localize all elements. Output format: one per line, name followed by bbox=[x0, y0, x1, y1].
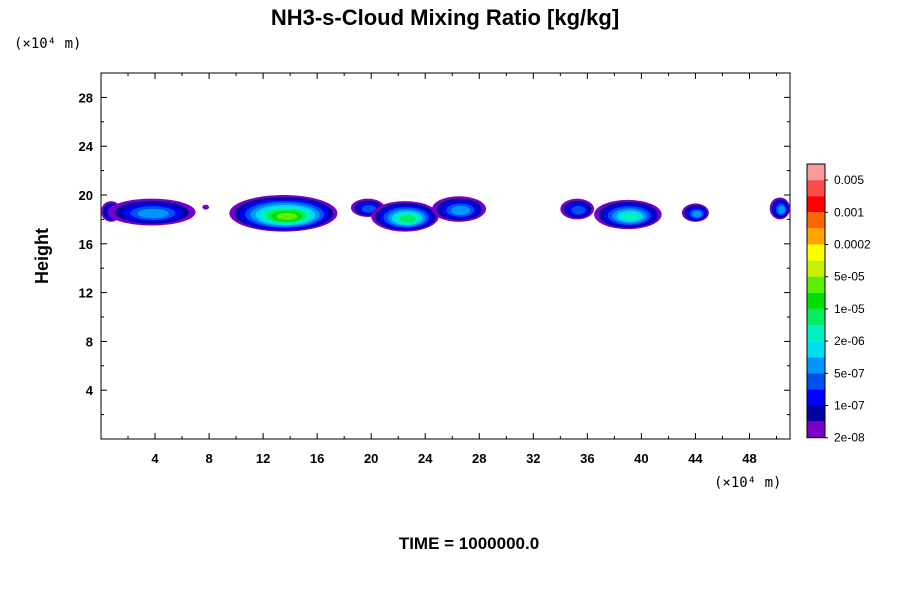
footer-time: TIME = 1000000.0 bbox=[399, 534, 539, 553]
x-tick-label: 48 bbox=[742, 451, 756, 466]
cloud-feature bbox=[431, 196, 487, 222]
colorbar-swatch bbox=[807, 164, 825, 181]
colorbar-label: 5e-07 bbox=[834, 366, 865, 380]
colorbar-label: 0.0002 bbox=[834, 238, 871, 252]
y-tick-label: 24 bbox=[79, 139, 94, 154]
cloud-feature bbox=[229, 195, 338, 232]
cloud-feature bbox=[681, 203, 709, 222]
y-tick-label: 12 bbox=[79, 286, 93, 301]
cloud-contour bbox=[399, 215, 416, 223]
cloud-feature bbox=[769, 197, 790, 220]
x-tick-label: 12 bbox=[256, 451, 270, 466]
colorbar-swatch bbox=[807, 180, 825, 197]
colorbar-swatch bbox=[807, 292, 825, 309]
colorbar-swatch bbox=[807, 244, 825, 261]
y-tick-label: 20 bbox=[79, 188, 93, 203]
y-axis-label: Height bbox=[32, 228, 52, 284]
plot-frame bbox=[100, 72, 791, 440]
cloud-contour bbox=[571, 205, 586, 215]
colorbar-swatch bbox=[807, 212, 825, 229]
colorbar-label: 5e-05 bbox=[834, 270, 865, 284]
x-tick-label: 16 bbox=[310, 451, 324, 466]
colorbar-label: 2e-08 bbox=[834, 431, 865, 445]
colorbar-swatch bbox=[807, 325, 825, 342]
cloud-contour bbox=[276, 212, 298, 221]
colorbar-swatch bbox=[807, 260, 825, 277]
colorbar-label: 1e-07 bbox=[834, 399, 865, 413]
cloud-contour bbox=[621, 212, 640, 221]
cloud-contour bbox=[777, 205, 786, 214]
colorbar-swatch bbox=[807, 421, 825, 438]
colorbar-swatch bbox=[807, 228, 825, 245]
x-tick-label: 40 bbox=[634, 451, 648, 466]
x-tick-label: 4 bbox=[151, 451, 159, 466]
cloud-feature bbox=[202, 204, 210, 210]
y-tick-label: 8 bbox=[86, 334, 93, 349]
colorbar-swatch bbox=[807, 196, 825, 213]
cloud-feature bbox=[107, 198, 196, 226]
colorbar-swatch bbox=[807, 373, 825, 390]
x-tick-label: 24 bbox=[418, 451, 433, 466]
colorbar-swatch bbox=[807, 308, 825, 325]
y-tick-label: 28 bbox=[79, 90, 93, 105]
x-unit-label: (×10⁴ m) bbox=[714, 475, 781, 491]
cloud-contour bbox=[361, 204, 377, 213]
colorbar-label: 1e-05 bbox=[834, 302, 865, 316]
colorbar-swatch bbox=[807, 276, 825, 293]
x-tick-label: 8 bbox=[205, 451, 212, 466]
cloud-feature bbox=[594, 199, 662, 230]
cloud-contour bbox=[202, 204, 210, 210]
x-tick-label: 28 bbox=[472, 451, 486, 466]
y-tick-label: 4 bbox=[86, 383, 94, 398]
cloud-feature bbox=[350, 198, 385, 217]
colorbar-label: 0.001 bbox=[834, 205, 864, 219]
chart-title: NH3-s-Cloud Mixing Ratio [kg/kg] bbox=[271, 5, 619, 30]
colorbar-frame bbox=[806, 163, 826, 439]
x-tick-label: 32 bbox=[526, 451, 540, 466]
colorbar-swatch bbox=[807, 357, 825, 374]
colorbar: 0.005 0.001 0.0002 5e-05 1e-05 2e-06 5e-07 1e-0… bbox=[806, 163, 871, 445]
x-tick-label: 20 bbox=[364, 451, 378, 466]
cloud-contour bbox=[137, 208, 169, 219]
cloud-contour bbox=[451, 205, 471, 215]
cloud-feature bbox=[371, 201, 439, 232]
x-tick-label: 36 bbox=[580, 451, 594, 466]
x-tick-label: 44 bbox=[688, 451, 703, 466]
colorbar-label: 2e-06 bbox=[834, 334, 865, 348]
colorbar-swatch bbox=[807, 389, 825, 406]
y-unit-label: (×10⁴ m) bbox=[14, 36, 81, 52]
y-tick-label: 16 bbox=[79, 237, 93, 252]
cloud-contour bbox=[692, 210, 702, 218]
colorbar-swatch bbox=[807, 405, 825, 422]
colorbar-swatch bbox=[807, 341, 825, 358]
cloud-feature bbox=[560, 198, 595, 220]
colorbar-label: 0.005 bbox=[834, 173, 864, 187]
